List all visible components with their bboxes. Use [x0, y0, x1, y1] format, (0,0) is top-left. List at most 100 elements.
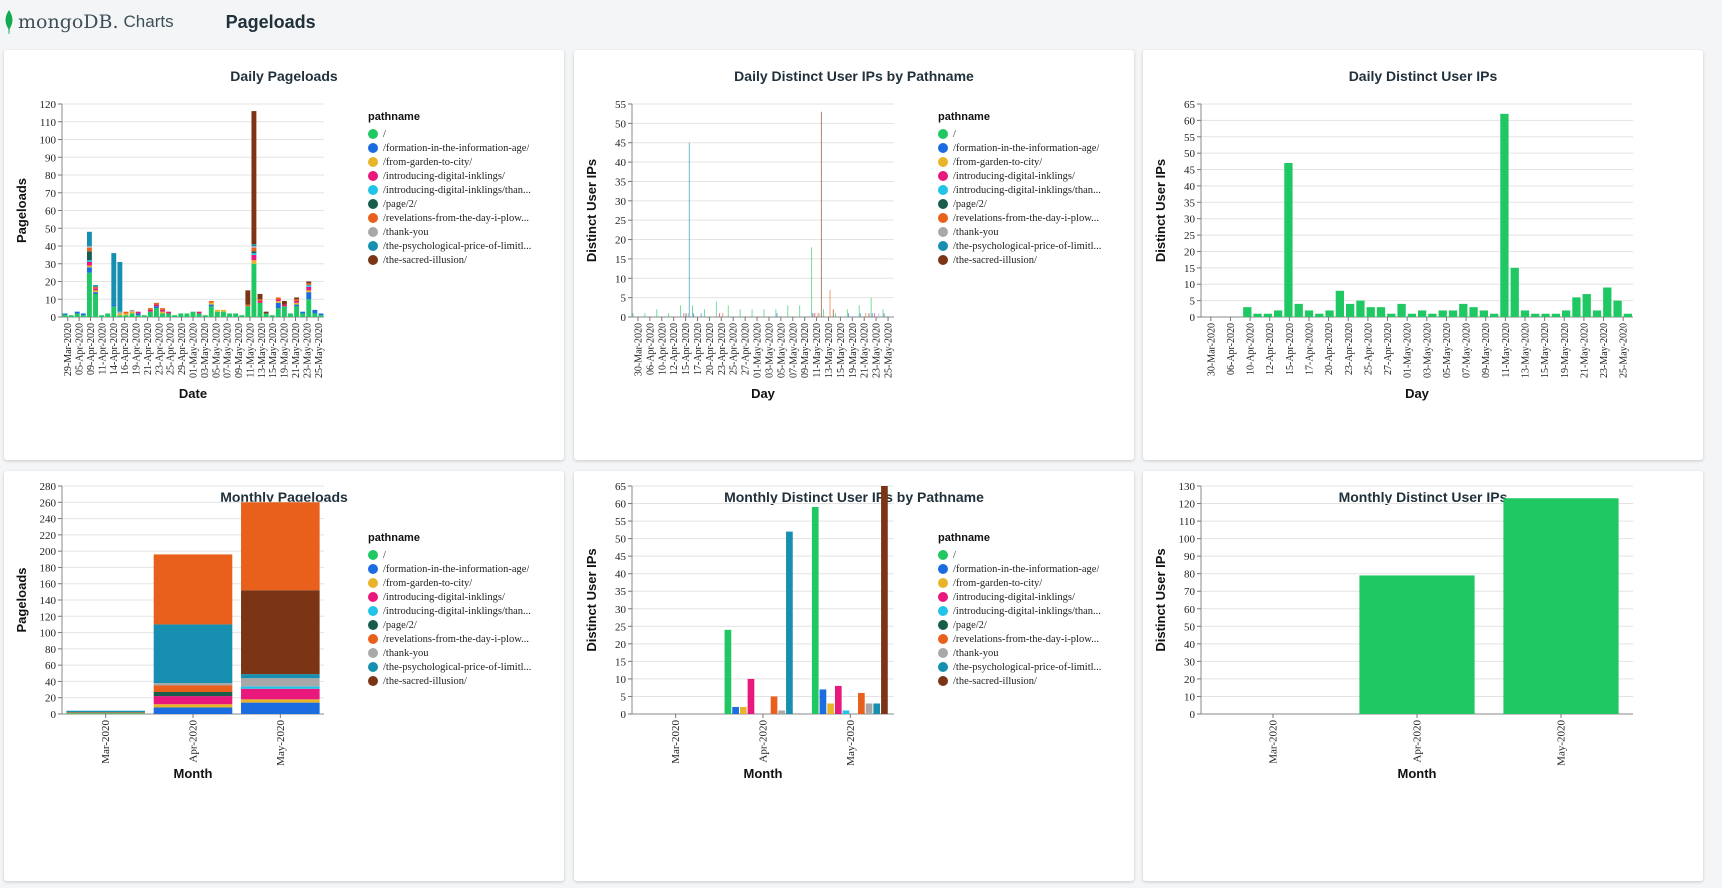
legend-item[interactable]: /from-garden-to-city/: [938, 576, 1101, 590]
dashboard-title: Pageloads: [225, 11, 316, 32]
x-tick-label: 27-Apr-2020: [1383, 323, 1394, 375]
bar-segment: [62, 313, 68, 316]
bar: [1274, 310, 1283, 317]
legend-label: /introducing-digital-inklings/than...: [383, 184, 531, 196]
x-tick-label: 25-Apr-2020: [729, 323, 740, 375]
x-tick-label: 10-Apr-2020: [657, 323, 668, 375]
bar-segment: [166, 311, 172, 314]
bar-segment: [257, 299, 263, 302]
legend-item[interactable]: /page/2/: [368, 618, 531, 632]
x-tick-label: 03-May-2020: [764, 323, 775, 378]
legend-item[interactable]: /from-garden-to-city/: [368, 155, 531, 169]
legend-item[interactable]: /revelations-from-the-day-i-plow...: [368, 632, 531, 646]
y-tick-label: 0: [51, 312, 57, 324]
legend-label: /page/2/: [383, 619, 417, 631]
legend-item[interactable]: /thank-you: [368, 646, 531, 660]
bar: [813, 313, 815, 317]
bar-segment: [86, 247, 92, 252]
legend-item[interactable]: /thank-you: [368, 225, 531, 239]
legend-item[interactable]: /the-sacred-illusion/: [368, 253, 531, 267]
legend-item[interactable]: /introducing-digital-inklings/: [368, 590, 531, 604]
legend-label: /introducing-digital-inklings/: [383, 170, 505, 182]
x-tick-label: 19-Apr-2020: [132, 323, 143, 375]
legend-item[interactable]: /thank-you: [938, 646, 1101, 660]
legend-item[interactable]: /the-psychological-price-of-limitl...: [938, 239, 1101, 253]
bar: [770, 696, 778, 714]
legend-item[interactable]: /page/2/: [368, 197, 531, 211]
chart-card-daily-distinct-by-path[interactable]: Daily Distinct User IPs by Pathname 0 5 10…: [574, 50, 1134, 460]
legend-swatch: [938, 199, 948, 209]
legend-label: /: [953, 128, 956, 140]
legend-item[interactable]: /formation-in-the-information-age/: [938, 562, 1101, 576]
legend-item[interactable]: /: [938, 548, 1101, 562]
legend-item[interactable]: /the-psychological-price-of-limitl...: [368, 660, 531, 674]
y-tick-label: 140: [40, 595, 57, 607]
bar-segment: [318, 313, 324, 316]
legend-label: /the-sacred-illusion/: [383, 675, 467, 687]
bar-segment: [172, 315, 178, 317]
legend-item[interactable]: /revelations-from-the-day-i-plow...: [368, 211, 531, 225]
bar: [1520, 310, 1530, 317]
chart-card-daily-pageloads[interactable]: Daily Pageloads 0 10 20 30 40 50 60 70 80 90 100 11…: [4, 50, 564, 460]
legend-item[interactable]: /introducing-digital-inklings/than...: [368, 604, 531, 618]
legend-item[interactable]: /formation-in-the-information-age/: [368, 562, 531, 576]
legend-label: /page/2/: [953, 619, 987, 631]
y-tick-label: 90: [1184, 551, 1196, 563]
legend-item[interactable]: /page/2/: [938, 618, 1101, 632]
legend-item[interactable]: /revelations-from-the-day-i-plow...: [938, 632, 1101, 646]
y-tick-label: 40: [1184, 639, 1196, 651]
y-tick-label: 60: [45, 660, 57, 672]
legend-item[interactable]: /from-garden-to-city/: [938, 155, 1101, 169]
legend-label: /formation-in-the-information-age/: [383, 563, 530, 575]
legend-label: /page/2/: [953, 198, 987, 210]
legend-item[interactable]: /: [368, 127, 531, 141]
x-tick-label: 25-May-2020: [884, 323, 895, 378]
y-tick-label: 60: [45, 206, 57, 218]
legend-item[interactable]: /the-psychological-price-of-limitl...: [368, 239, 531, 253]
bar-segment: [208, 306, 214, 317]
legend-item[interactable]: /: [368, 548, 531, 562]
y-tick-label: 0: [51, 709, 57, 721]
legend-item[interactable]: /formation-in-the-information-age/: [938, 141, 1101, 155]
mongodb-charts-logo[interactable]: mongoDB. Charts: [4, 10, 174, 34]
legend-item[interactable]: /thank-you: [938, 225, 1101, 239]
legend-item[interactable]: /revelations-from-the-day-i-plow...: [938, 211, 1101, 225]
chart-card-monthly-distinct[interactable]: Monthly Distinct User IPs 0 10 20 30 40 50 60 7…: [1143, 471, 1703, 881]
legend-item[interactable]: /introducing-digital-inklings/than...: [938, 604, 1101, 618]
legend-swatch: [368, 199, 378, 209]
x-axis-label: Month: [174, 766, 213, 781]
legend-item[interactable]: /introducing-digital-inklings/than...: [938, 183, 1101, 197]
bar-segment: [141, 315, 147, 317]
bar: [724, 629, 732, 714]
legend-item[interactable]: /the-sacred-illusion/: [368, 674, 531, 688]
bar-segment: [66, 712, 145, 714]
x-tick-label: 15-Apr-2020: [1285, 323, 1296, 375]
chart-card-daily-distinct[interactable]: Daily Distinct User IPs 0 5 10 15 20 25 30 35 40…: [1143, 50, 1703, 460]
legend-item[interactable]: /introducing-digital-inklings/: [938, 169, 1101, 183]
bar: [732, 706, 739, 714]
bar-segment: [147, 308, 153, 310]
bar: [700, 313, 702, 317]
legend-item[interactable]: /page/2/: [938, 197, 1101, 211]
bar: [818, 313, 820, 317]
legend-item[interactable]: /introducing-digital-inklings/: [368, 169, 531, 183]
chart-card-monthly-distinct-by-path[interactable]: Monthly Distinct User IPs by Pathname 0 5…: [574, 471, 1134, 881]
x-tick-label: 20-Apr-2020: [1324, 323, 1335, 375]
legend-item[interactable]: /introducing-digital-inklings/than...: [368, 183, 531, 197]
legend-label: /formation-in-the-information-age/: [383, 142, 530, 154]
legend-item[interactable]: /the-sacred-illusion/: [938, 253, 1101, 267]
legend-item[interactable]: /formation-in-the-information-age/: [368, 141, 531, 155]
legend-item[interactable]: /the-psychological-price-of-limitl...: [938, 660, 1101, 674]
bar: [819, 689, 827, 714]
legend-item[interactable]: /introducing-digital-inklings/: [938, 590, 1101, 604]
chart-title: Daily Pageloads: [230, 68, 338, 84]
bar: [883, 313, 885, 317]
y-tick-label: 55: [615, 99, 627, 111]
legend-swatch: [938, 241, 948, 251]
y-tick-label: 25: [615, 621, 627, 633]
legend-item[interactable]: /from-garden-to-city/: [368, 576, 531, 590]
chart-card-monthly-pageloads[interactable]: Monthly Pageloads 0 20 40 60 80 100 120 140 160 1…: [4, 471, 564, 881]
legend-item[interactable]: /: [938, 127, 1101, 141]
legend-item[interactable]: /the-sacred-illusion/: [938, 674, 1101, 688]
legend-swatch: [368, 606, 378, 616]
